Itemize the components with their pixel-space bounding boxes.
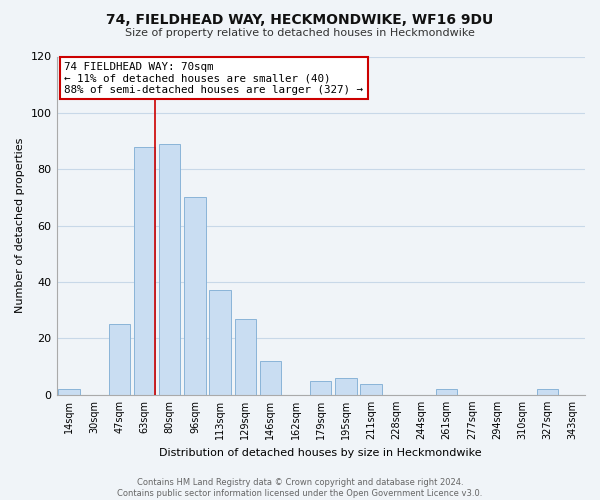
Text: Size of property relative to detached houses in Heckmondwike: Size of property relative to detached ho…: [125, 28, 475, 38]
Bar: [184, 198, 206, 395]
Bar: [310, 380, 331, 395]
Bar: [260, 361, 281, 395]
Bar: [109, 324, 130, 395]
Bar: [436, 389, 457, 395]
Text: 74, FIELDHEAD WAY, HECKMONDWIKE, WF16 9DU: 74, FIELDHEAD WAY, HECKMONDWIKE, WF16 9D…: [106, 12, 494, 26]
Y-axis label: Number of detached properties: Number of detached properties: [15, 138, 25, 314]
Text: 74 FIELDHEAD WAY: 70sqm
← 11% of detached houses are smaller (40)
88% of semi-de: 74 FIELDHEAD WAY: 70sqm ← 11% of detache…: [64, 62, 364, 95]
Text: Contains HM Land Registry data © Crown copyright and database right 2024.
Contai: Contains HM Land Registry data © Crown c…: [118, 478, 482, 498]
Bar: [361, 384, 382, 395]
Bar: [159, 144, 181, 395]
Bar: [58, 389, 80, 395]
Bar: [235, 318, 256, 395]
Bar: [536, 389, 558, 395]
Bar: [209, 290, 231, 395]
Bar: [335, 378, 356, 395]
Bar: [134, 146, 155, 395]
X-axis label: Distribution of detached houses by size in Heckmondwike: Distribution of detached houses by size …: [160, 448, 482, 458]
